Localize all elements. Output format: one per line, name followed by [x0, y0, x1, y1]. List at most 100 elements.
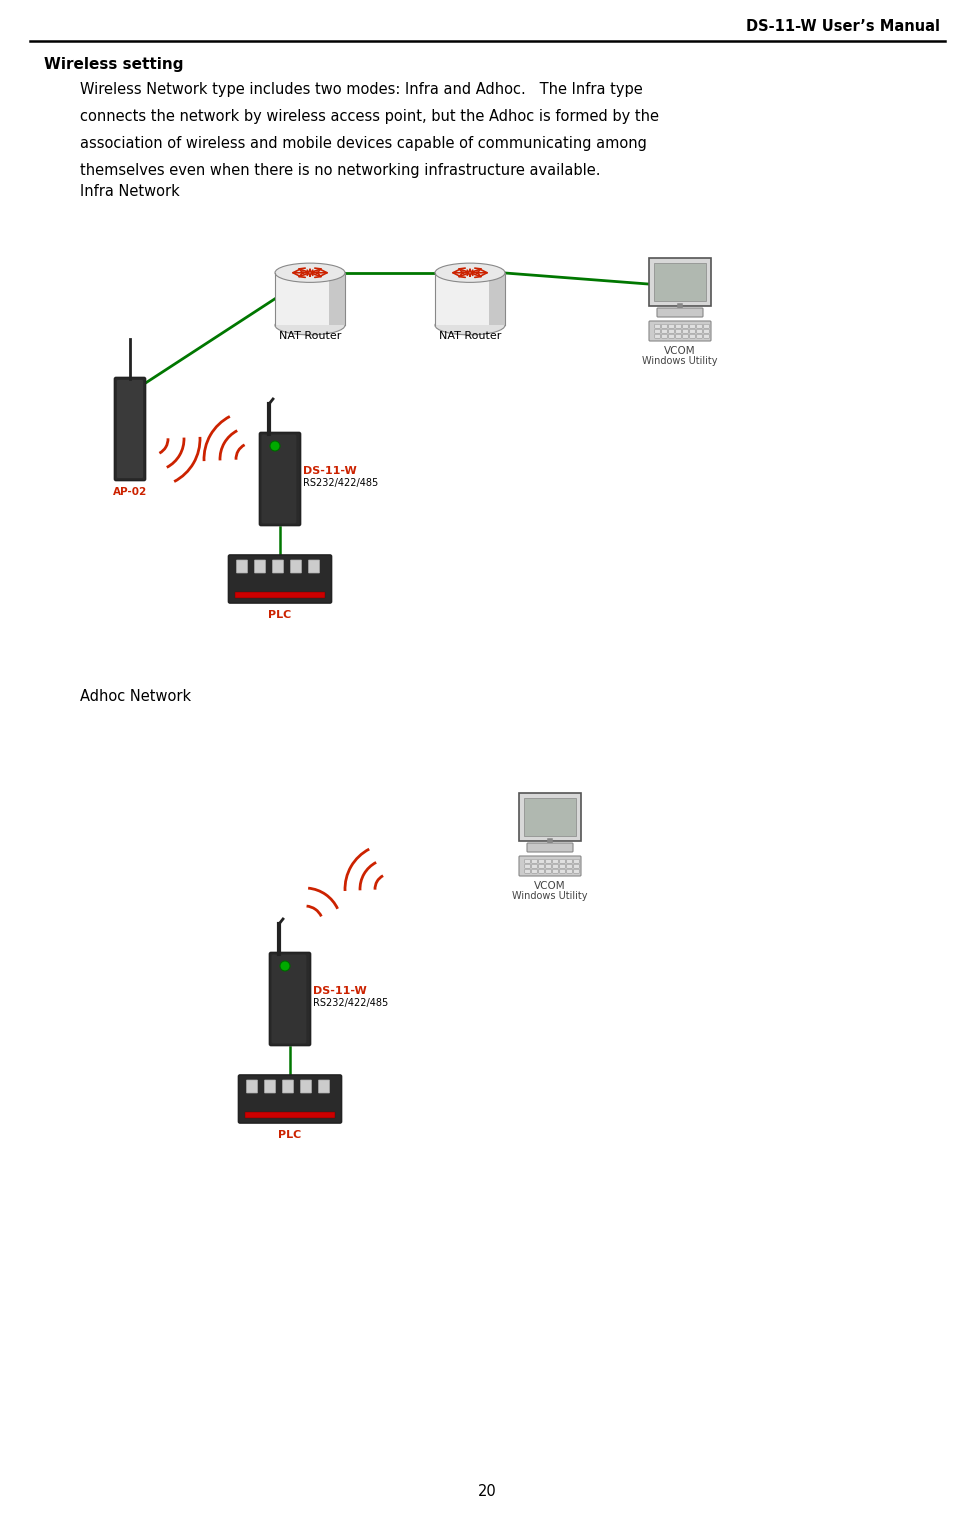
FancyBboxPatch shape [697, 329, 702, 333]
Polygon shape [330, 272, 345, 326]
FancyBboxPatch shape [539, 864, 544, 868]
Text: 20: 20 [478, 1485, 496, 1498]
FancyBboxPatch shape [525, 864, 530, 868]
FancyBboxPatch shape [531, 864, 537, 868]
FancyBboxPatch shape [655, 335, 660, 338]
Text: PLC: PLC [279, 1130, 301, 1139]
FancyBboxPatch shape [525, 859, 530, 864]
FancyBboxPatch shape [239, 1075, 341, 1122]
Text: Windows Utility: Windows Utility [512, 891, 588, 901]
FancyBboxPatch shape [247, 1079, 257, 1093]
FancyBboxPatch shape [676, 324, 682, 329]
Text: DS-11-W User’s Manual: DS-11-W User’s Manual [746, 18, 940, 34]
FancyBboxPatch shape [539, 859, 544, 864]
FancyBboxPatch shape [553, 870, 559, 873]
FancyBboxPatch shape [272, 956, 306, 1043]
Ellipse shape [275, 315, 345, 335]
FancyBboxPatch shape [114, 378, 145, 480]
Circle shape [280, 962, 290, 971]
FancyBboxPatch shape [291, 560, 301, 573]
FancyBboxPatch shape [519, 794, 581, 841]
FancyBboxPatch shape [662, 324, 667, 329]
FancyBboxPatch shape [682, 329, 688, 333]
FancyBboxPatch shape [649, 258, 711, 306]
FancyBboxPatch shape [531, 870, 537, 873]
FancyBboxPatch shape [704, 329, 709, 333]
FancyBboxPatch shape [527, 842, 573, 852]
Text: VCOM: VCOM [664, 346, 696, 356]
FancyBboxPatch shape [657, 307, 703, 317]
FancyBboxPatch shape [235, 592, 325, 598]
Text: DS-11-W: DS-11-W [313, 986, 367, 995]
FancyBboxPatch shape [574, 864, 579, 868]
Text: PLC: PLC [268, 610, 292, 619]
Polygon shape [435, 272, 505, 326]
FancyBboxPatch shape [254, 560, 265, 573]
FancyBboxPatch shape [553, 859, 559, 864]
FancyBboxPatch shape [560, 864, 566, 868]
FancyBboxPatch shape [669, 329, 674, 333]
Polygon shape [489, 272, 505, 326]
Text: Wireless Network type includes two modes: Infra and Adhoc.   The Infra type: Wireless Network type includes two modes… [80, 83, 643, 96]
Text: NAT Router: NAT Router [439, 332, 501, 341]
Text: NAT Router: NAT Router [279, 332, 341, 341]
Text: Infra Network: Infra Network [80, 183, 179, 199]
FancyBboxPatch shape [553, 864, 559, 868]
FancyBboxPatch shape [283, 1079, 293, 1093]
FancyBboxPatch shape [697, 324, 702, 329]
Text: DS-11-W: DS-11-W [303, 466, 357, 476]
Text: connects the network by wireless access point, but the Adhoc is formed by the: connects the network by wireless access … [80, 109, 659, 124]
FancyBboxPatch shape [237, 560, 248, 573]
FancyBboxPatch shape [662, 329, 667, 333]
FancyBboxPatch shape [525, 870, 530, 873]
FancyBboxPatch shape [654, 263, 706, 301]
FancyBboxPatch shape [272, 560, 284, 573]
FancyBboxPatch shape [689, 329, 695, 333]
FancyBboxPatch shape [566, 864, 572, 868]
FancyBboxPatch shape [539, 870, 544, 873]
FancyBboxPatch shape [560, 859, 566, 864]
Text: Adhoc Network: Adhoc Network [80, 690, 191, 703]
Text: themselves even when there is no networking infrastructure available.: themselves even when there is no network… [80, 164, 601, 177]
FancyBboxPatch shape [649, 321, 711, 341]
Text: Windows Utility: Windows Utility [643, 356, 718, 365]
FancyBboxPatch shape [676, 329, 682, 333]
Ellipse shape [275, 263, 345, 283]
FancyBboxPatch shape [574, 859, 579, 864]
Circle shape [270, 440, 280, 451]
FancyBboxPatch shape [546, 864, 551, 868]
FancyBboxPatch shape [560, 870, 566, 873]
FancyBboxPatch shape [519, 856, 581, 876]
FancyBboxPatch shape [669, 335, 674, 338]
FancyBboxPatch shape [262, 434, 296, 523]
FancyBboxPatch shape [704, 335, 709, 338]
Text: VCOM: VCOM [534, 881, 566, 891]
FancyBboxPatch shape [269, 953, 310, 1046]
FancyBboxPatch shape [566, 870, 572, 873]
Text: RS232/422/485: RS232/422/485 [313, 998, 388, 1008]
Text: AP-02: AP-02 [113, 488, 147, 497]
FancyBboxPatch shape [546, 859, 551, 864]
FancyBboxPatch shape [697, 335, 702, 338]
Text: RS232/422/485: RS232/422/485 [303, 479, 378, 488]
FancyBboxPatch shape [566, 859, 572, 864]
FancyBboxPatch shape [655, 324, 660, 329]
Text: Wireless setting: Wireless setting [44, 57, 183, 72]
FancyBboxPatch shape [689, 324, 695, 329]
FancyBboxPatch shape [117, 381, 143, 479]
FancyBboxPatch shape [228, 555, 332, 602]
Text: association of wireless and mobile devices capable of communicating among: association of wireless and mobile devic… [80, 136, 646, 151]
FancyBboxPatch shape [574, 870, 579, 873]
FancyBboxPatch shape [308, 560, 320, 573]
FancyBboxPatch shape [531, 859, 537, 864]
Polygon shape [275, 272, 345, 326]
FancyBboxPatch shape [689, 335, 695, 338]
Ellipse shape [435, 315, 505, 335]
FancyBboxPatch shape [300, 1079, 311, 1093]
FancyBboxPatch shape [676, 335, 682, 338]
FancyBboxPatch shape [245, 1112, 335, 1118]
FancyBboxPatch shape [704, 324, 709, 329]
FancyBboxPatch shape [662, 335, 667, 338]
FancyBboxPatch shape [669, 324, 674, 329]
FancyBboxPatch shape [259, 433, 300, 526]
